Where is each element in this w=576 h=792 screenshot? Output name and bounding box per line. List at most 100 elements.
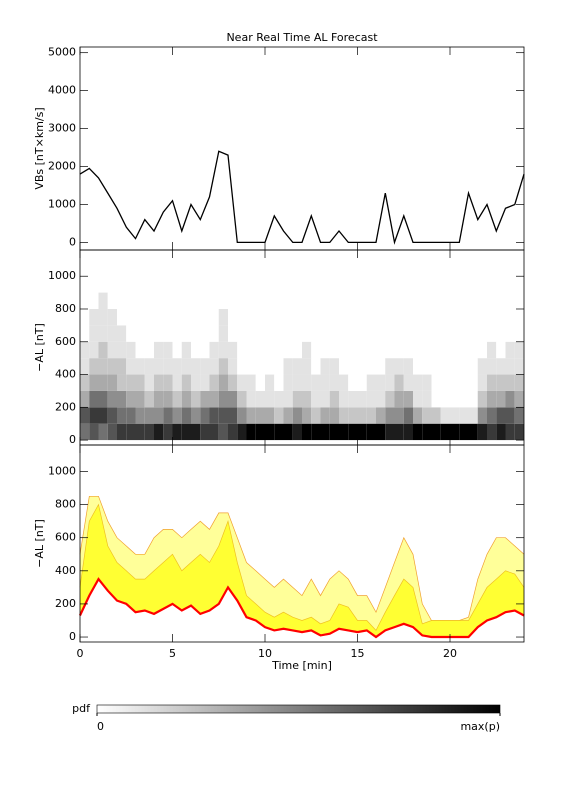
heat-cell: [514, 292, 524, 309]
heat-cell: [413, 325, 423, 342]
heat-cell: [394, 292, 404, 309]
heat-cell: [172, 308, 182, 326]
heat-cell: [283, 325, 293, 342]
heat-cell: [126, 390, 136, 408]
heat-cell: [265, 308, 275, 326]
heat-cell: [191, 407, 201, 424]
heat-cell: [468, 308, 478, 326]
heat-cell: [440, 341, 450, 359]
heat-cell: [403, 423, 413, 441]
heat-cell: [172, 407, 182, 424]
heat-cell: [89, 374, 99, 391]
heat-cell: [440, 358, 450, 375]
heat-cell: [440, 423, 450, 441]
y-tick-label: 5000: [48, 46, 76, 59]
heat-cell: [366, 423, 376, 441]
heat-cell: [144, 407, 154, 424]
heat-cell: [218, 374, 228, 391]
heat-cell: [514, 423, 524, 441]
heat-cell: [487, 407, 497, 424]
heat-cell: [80, 423, 90, 441]
heat-cell: [366, 292, 376, 309]
heat-cell: [209, 325, 219, 342]
heat-cell: [274, 407, 284, 424]
heat-cell: [98, 308, 108, 326]
heat-cell: [237, 407, 247, 424]
heat-cell: [144, 358, 154, 375]
heat-cell: [200, 374, 210, 391]
heat-cell: [329, 358, 339, 375]
heat-cell: [274, 390, 284, 408]
heat-cell: [154, 341, 164, 359]
heat-cell: [135, 374, 145, 391]
heat-cell: [514, 341, 524, 359]
heat-cell: [468, 358, 478, 375]
heat-cell: [320, 325, 330, 342]
heat-cell: [468, 407, 478, 424]
heat-cell: [320, 374, 330, 391]
heat-cell: [487, 374, 497, 391]
colorbar-tick-label: 0: [97, 720, 104, 733]
heat-cell: [487, 292, 497, 309]
heat-cell: [98, 423, 108, 441]
heat-cell: [107, 358, 117, 375]
colorbar-tick-label: max(p): [460, 720, 500, 733]
heat-cell: [450, 423, 460, 441]
heat-cell: [385, 292, 395, 309]
heat-cell: [357, 407, 367, 424]
heat-cell: [311, 341, 321, 359]
heat-cell: [200, 390, 210, 408]
heat-cell: [107, 341, 117, 359]
heat-cell: [505, 325, 515, 342]
heat-cell: [144, 423, 154, 441]
heat-cell: [431, 407, 441, 424]
heat-cell: [459, 374, 469, 391]
plot-frame: [79, 444, 525, 643]
heat-cell: [320, 308, 330, 326]
heat-cell: [172, 341, 182, 359]
heat-cell: [514, 325, 524, 342]
heat-cell: [394, 341, 404, 359]
heat-cell: [394, 325, 404, 342]
heat-cell: [320, 390, 330, 408]
heat-cell: [237, 341, 247, 359]
heat-cell: [487, 308, 497, 326]
heat-cell: [496, 374, 506, 391]
heat-cell: [329, 390, 339, 408]
y-tick-label: 1000: [48, 464, 76, 477]
heat-cell: [181, 407, 191, 424]
heat-cell: [246, 374, 256, 391]
heat-cell: [144, 308, 154, 326]
heat-cell: [80, 341, 90, 359]
heat-cell: [505, 374, 515, 391]
heat-cell: [385, 358, 395, 375]
heat-cell: [339, 308, 349, 326]
heat-cell: [394, 423, 404, 441]
heat-cell: [163, 341, 173, 359]
heat-cell: [477, 374, 487, 391]
heat-cell: [440, 374, 450, 391]
heat-cell: [496, 390, 506, 408]
heat-cell: [292, 407, 302, 424]
heat-cell: [422, 374, 432, 391]
heat-cell: [283, 374, 293, 391]
heat-cell: [459, 407, 469, 424]
heat-cell: [413, 423, 423, 441]
heat-cell: [228, 358, 238, 375]
heat-cell: [135, 358, 145, 375]
heat-cell: [98, 292, 108, 309]
heat-cell: [246, 407, 256, 424]
heat-cell: [191, 308, 201, 326]
heat-cell: [468, 325, 478, 342]
heat-cell: [339, 423, 349, 441]
heat-cell: [283, 308, 293, 326]
heat-cell: [228, 374, 238, 391]
heat-cell: [181, 374, 191, 391]
y-tick-label: 600: [55, 531, 76, 544]
heat-cell: [376, 341, 386, 359]
heat-cell: [422, 292, 432, 309]
heat-cell: [394, 308, 404, 326]
heat-cell: [191, 341, 201, 359]
heat-cell: [209, 423, 219, 441]
heat-cell: [468, 423, 478, 441]
